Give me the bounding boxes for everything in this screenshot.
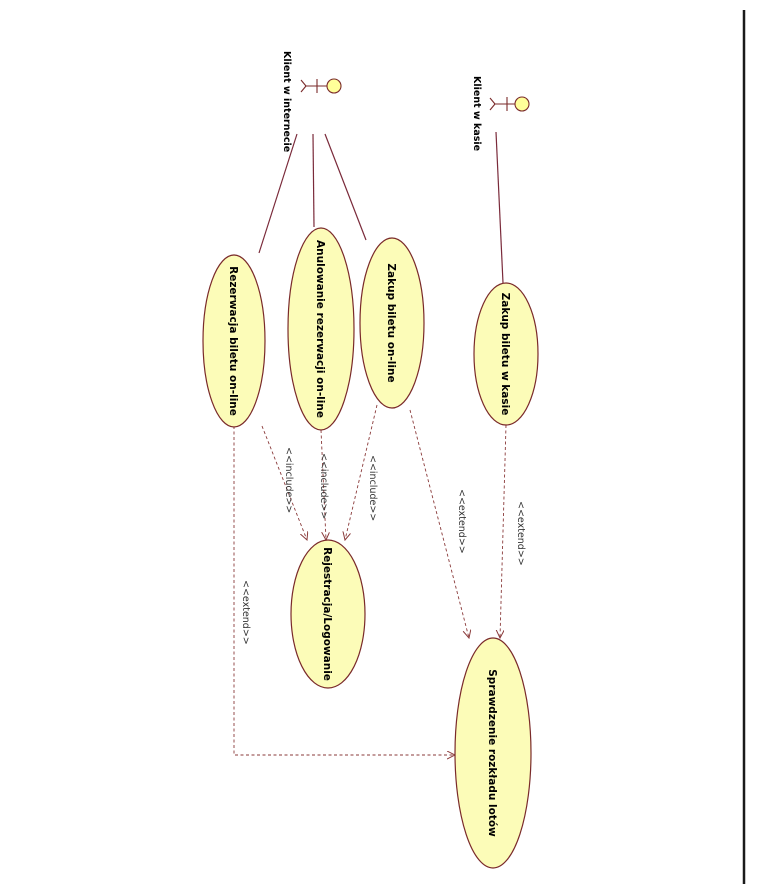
include-arrow-zakup (345, 404, 378, 540)
extend-arrow-zakup-kasa (500, 424, 507, 638)
association-kasie-zakup (495, 131, 504, 284)
extend-arrow-zakup-online (409, 409, 469, 638)
stick-figure-actor-icon (300, 78, 342, 94)
include-label-anulowanie: <<include>> (318, 453, 329, 519)
extend-label-zakup-online: <<extend>> (456, 489, 467, 554)
use-case-label-rejestracja: Rejestracja/Logowanie (321, 547, 333, 681)
include-arrow-rezerwacja (261, 425, 307, 540)
include-arrow-anulowanie (320, 429, 326, 540)
actor-klient-w-kasie[interactable]: Klient w kasie (471, 76, 530, 151)
use-case-label-anulowanie: Anulowanie rezerwacji on-line (314, 240, 326, 418)
actor-klient-w-internecie[interactable]: Klient w internecie (281, 51, 342, 152)
use-case-label-zakup-online: Zakup biletu on-line (385, 263, 397, 382)
use-case-sprawdzenie[interactable]: Sprawdzenie rozkładu lotów (454, 637, 532, 869)
include-label-rezerwacja: <<include>> (283, 447, 294, 513)
use-case-anulowanie[interactable]: Anulowanie rezerwacji on-line (287, 227, 355, 431)
actor-label-online: Klient w internecie (281, 51, 292, 152)
use-case-zakup-kasa[interactable]: Zakup biletu w kasie (473, 282, 539, 426)
use-case-rezerwacja[interactable]: Rezerwacja biletu on-line (202, 254, 266, 428)
association-online-rezerwacja (258, 133, 298, 254)
stick-figure-actor-icon (489, 96, 530, 112)
include-label-zakup: <<include>> (367, 455, 378, 521)
extend-label-zakup-kasa: <<extend>> (515, 501, 526, 566)
association-online-anulowanie (312, 133, 315, 228)
use-case-label-zakup-kasa: Zakup biletu w kasie (499, 293, 511, 416)
use-case-label-sprawdzenie: Sprawdzenie rozkładu lotów (486, 669, 498, 837)
association-online-zakup (324, 133, 367, 241)
use-case-zakup-online[interactable]: Zakup biletu on-line (359, 237, 425, 409)
use-case-rejestracja[interactable]: Rejestracja/Logowanie (290, 539, 366, 689)
use-case-label-rezerwacja: Rezerwacja biletu on-line (227, 266, 239, 416)
extend-label-rezerwacja: <<extend>> (240, 580, 251, 645)
actor-label-kasie: Klient w kasie (471, 76, 482, 151)
